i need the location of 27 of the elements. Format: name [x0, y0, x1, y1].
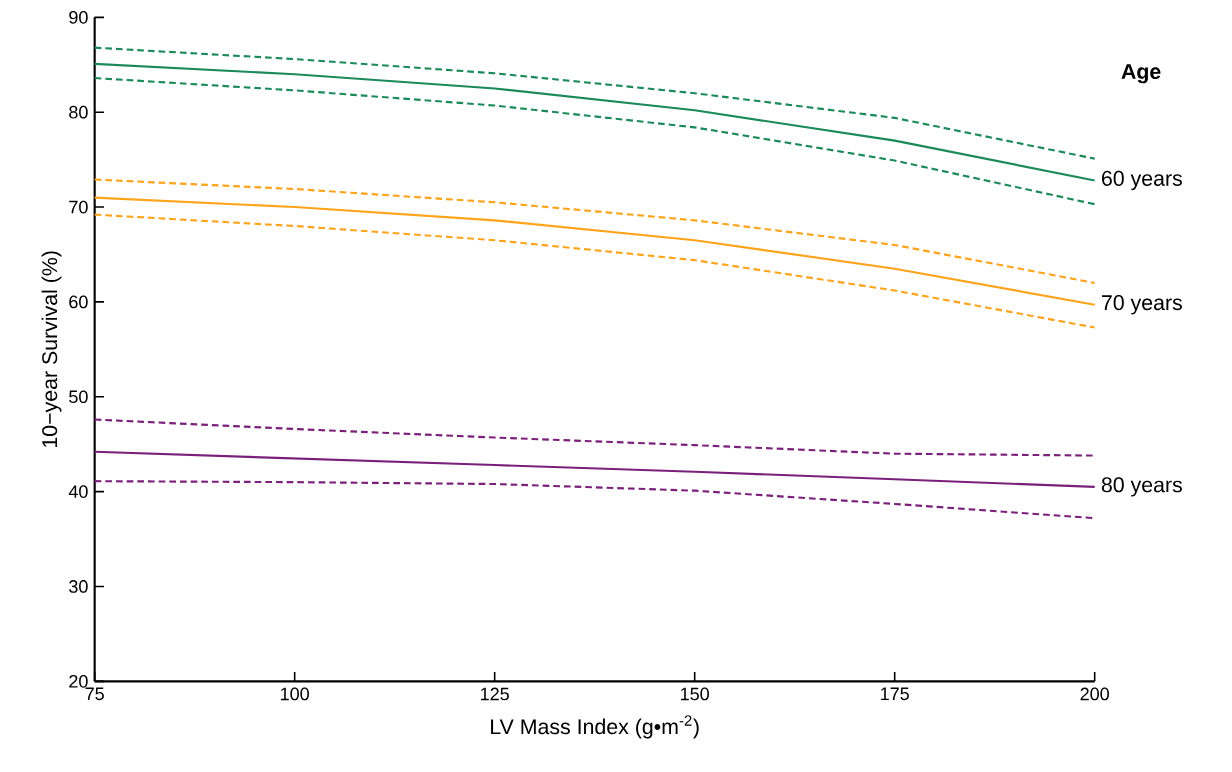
legend-title: Age — [1121, 64, 1161, 84]
series-label: 80 years — [1101, 477, 1182, 497]
line-series — [93, 76, 1096, 206]
line-series — [93, 213, 1096, 329]
y-axis-title: 10−year Survival (%) — [41, 251, 62, 447]
x-tick-label: 100 — [281, 687, 309, 701]
x-axis-title: LV Mass Index (g•m$^{-2}$) — [491, 715, 699, 739]
y-tick-label: 40 — [68, 485, 88, 498]
line-series — [93, 46, 1096, 160]
y-tick-label: 50 — [69, 390, 88, 404]
line-series — [93, 62, 1096, 182]
y-tick-label: 90 — [69, 10, 88, 24]
x-tick-label: 75 — [85, 687, 104, 701]
y-tick-label: 30 — [69, 580, 88, 593]
line-series — [93, 178, 1096, 284]
line-series — [93, 418, 1096, 457]
y-tick-label: 60 — [69, 295, 88, 309]
x-tick-label: 125 — [481, 687, 509, 701]
x-tick-label: 175 — [881, 687, 909, 701]
y-tick-label: 70 — [69, 200, 88, 214]
series-label: 70 years — [1102, 295, 1182, 315]
y-tick-label: 20 — [69, 674, 88, 688]
x-tick-label: 150 — [681, 687, 709, 701]
x-tick-label: 200 — [1080, 687, 1109, 701]
line-series — [93, 196, 1096, 306]
series-label: 60 years — [1102, 170, 1182, 191]
y-tick-label: 80 — [69, 105, 88, 119]
